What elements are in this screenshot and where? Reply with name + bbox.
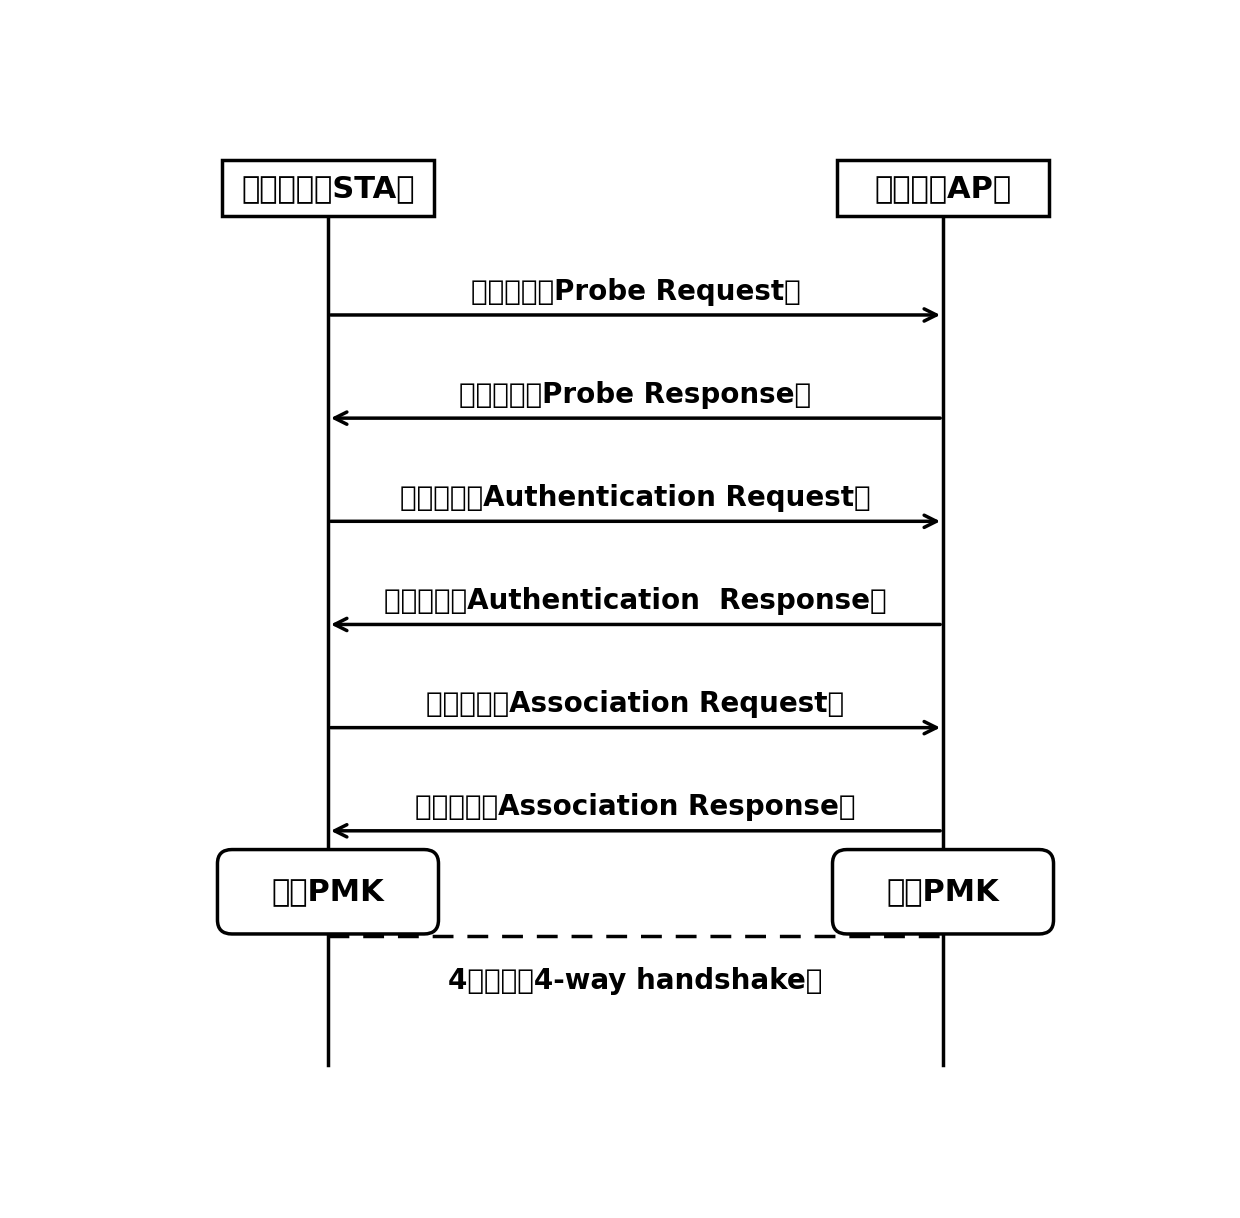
Text: 接入点（AP）: 接入点（AP）: [874, 174, 1012, 203]
FancyBboxPatch shape: [217, 850, 439, 934]
FancyBboxPatch shape: [222, 161, 434, 217]
Text: 探测请求（Probe Request）: 探测请求（Probe Request）: [471, 278, 800, 306]
FancyBboxPatch shape: [832, 850, 1054, 934]
Text: 用户设备（STA）: 用户设备（STA）: [242, 174, 414, 203]
Text: 生成PMK: 生成PMK: [272, 877, 384, 906]
Text: 认证响应（Authentication  Response）: 认证响应（Authentication Response）: [384, 587, 887, 615]
Text: 认证请求（Authentication Request）: 认证请求（Authentication Request）: [401, 484, 870, 512]
Text: 关联请求（Association Request）: 关联请求（Association Request）: [427, 691, 844, 719]
Text: 4次握手（4-way handshake）: 4次握手（4-way handshake）: [449, 967, 822, 995]
Text: 关联响应（Association Response）: 关联响应（Association Response）: [415, 793, 856, 821]
Text: 探测响应（Probe Response）: 探测响应（Probe Response）: [460, 381, 811, 409]
Text: 生成PMK: 生成PMK: [887, 877, 999, 906]
FancyBboxPatch shape: [837, 161, 1049, 217]
